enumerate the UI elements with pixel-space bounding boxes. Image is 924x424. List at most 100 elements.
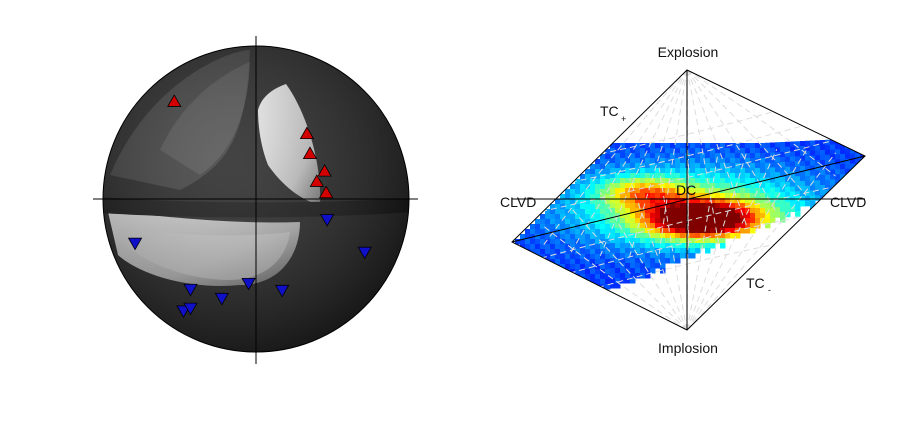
heatmap-cell	[680, 173, 686, 179]
heatmap-cell	[805, 165, 811, 172]
heatmap-cell	[730, 163, 736, 169]
heatmap-cell	[550, 209, 556, 215]
heatmap-cell	[695, 233, 701, 239]
heatmap-cell	[770, 192, 776, 198]
heatmap-cell	[645, 173, 651, 179]
heatmap-cell	[540, 224, 546, 230]
heatmap-cell	[655, 168, 661, 174]
heatmap-cell	[650, 153, 656, 159]
heatmap-cell	[665, 203, 671, 209]
heatmap-cell	[855, 138, 861, 144]
heatmap-cell	[735, 183, 741, 189]
heatmap-cell	[610, 268, 616, 274]
heatmap-cell	[725, 188, 731, 194]
heatmap-cell	[650, 238, 656, 244]
heatmap-cell	[710, 183, 716, 189]
heatmap-cell	[795, 206, 801, 212]
heatmap-cell	[740, 148, 746, 154]
heatmap-cell	[595, 224, 601, 230]
heatmap-cell	[790, 171, 796, 177]
heatmap-cell	[815, 190, 821, 196]
heatmap-cell	[780, 182, 786, 188]
heatmap-cell	[665, 153, 671, 159]
heatmap-cell	[620, 143, 626, 149]
heatmap-cell	[555, 214, 561, 220]
heatmap-cell	[695, 193, 701, 199]
heatmap-cell	[800, 191, 806, 197]
heatmap-cell	[600, 274, 606, 280]
grid-line	[599, 191, 688, 330]
heatmap-cell	[730, 153, 736, 159]
heatmap-cell	[640, 208, 646, 214]
heatmap-cell	[810, 190, 816, 196]
heatmap-cell	[825, 169, 831, 176]
heatmap-cell	[610, 183, 616, 189]
heatmap-cell	[640, 273, 646, 279]
heatmap-cell	[795, 156, 801, 162]
dilatation-marker	[274, 284, 290, 298]
heatmap-cell	[540, 239, 546, 245]
heatmap-cell	[580, 269, 586, 275]
heatmap-cell	[745, 183, 751, 189]
heatmap-cell	[605, 249, 611, 255]
heatmap-cell	[600, 154, 606, 160]
heatmap-cell	[835, 164, 841, 170]
heatmap-cell	[565, 264, 571, 270]
heatmap-cell	[630, 218, 636, 224]
heatmap-cell	[615, 273, 621, 279]
heatmap-cell	[720, 238, 726, 244]
heatmap-cell	[620, 148, 626, 154]
heatmap-cell	[575, 249, 581, 255]
heatmap-cell	[675, 198, 681, 204]
heatmap-cell	[645, 178, 651, 184]
heatmap-cell	[560, 259, 566, 265]
heatmap-cell	[590, 244, 596, 250]
heatmap-cell	[770, 177, 776, 183]
heatmap-cell	[770, 207, 776, 213]
heatmap-cell	[815, 180, 821, 186]
heatmap-cell	[625, 258, 631, 264]
heatmap-cell	[690, 253, 696, 259]
compression-marker	[309, 174, 325, 187]
heatmap-cell	[590, 169, 596, 175]
heatmap-cell	[815, 170, 821, 176]
heatmap-cell	[705, 238, 711, 244]
heatmap-cell	[730, 168, 736, 174]
heatmap-cell	[730, 233, 736, 239]
heatmap-cell	[710, 203, 716, 209]
heatmap-cell	[645, 213, 651, 219]
heatmap-cell	[680, 233, 686, 239]
heatmap-cell	[670, 188, 676, 194]
heatmap-cell	[755, 198, 761, 204]
heatmap-cell	[855, 143, 861, 149]
heatmap-cell	[795, 211, 801, 217]
heatmap-cell	[785, 186, 791, 193]
heatmap-cell	[630, 233, 636, 239]
heatmap-cell	[560, 264, 566, 270]
heatmap-cell	[830, 144, 836, 150]
heatmap-cell	[825, 159, 831, 166]
heatmap-cell	[645, 253, 651, 259]
heatmap-cell	[630, 273, 636, 279]
heatmap-cell	[655, 153, 661, 159]
heatmap-cell	[570, 249, 576, 255]
heatmap-cell	[770, 172, 776, 178]
heatmap-cell	[795, 141, 801, 147]
heatmap-cell	[690, 143, 696, 149]
heatmap-cell	[595, 264, 601, 270]
heatmap-cell	[670, 163, 676, 169]
heatmap-cell	[590, 184, 596, 190]
heatmap-cell	[610, 248, 616, 254]
heatmap-cell	[860, 148, 865, 154]
heatmap-cell	[565, 249, 571, 255]
heatmap-cell	[705, 153, 711, 159]
heatmap-cell	[550, 244, 556, 250]
heatmap-cell	[670, 208, 676, 214]
heatmap-cell	[610, 173, 616, 179]
heatmap-cell	[650, 148, 656, 154]
compression-marker	[317, 163, 332, 177]
heatmap-cell	[545, 249, 551, 255]
heatmap-cell	[625, 208, 631, 214]
heatmap-cell	[575, 269, 581, 275]
heatmap-cell	[600, 164, 606, 170]
